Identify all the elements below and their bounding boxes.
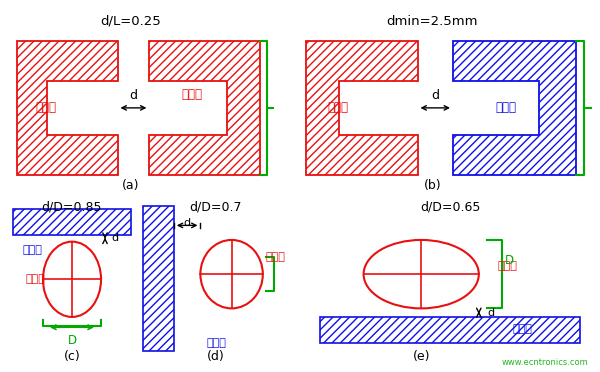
Text: d/D=0.65: d/D=0.65 — [420, 201, 480, 214]
Text: (b): (b) — [424, 179, 441, 192]
Bar — [320, 317, 580, 343]
Polygon shape — [453, 41, 577, 175]
Bar — [143, 206, 174, 351]
Polygon shape — [17, 41, 118, 175]
Text: d/D=0.7: d/D=0.7 — [190, 201, 242, 214]
Text: d: d — [487, 308, 494, 318]
Text: (d): (d) — [207, 350, 225, 363]
Text: d: d — [184, 218, 191, 228]
Text: 冷表面: 冷表面 — [512, 324, 532, 334]
Text: 热表面: 热表面 — [328, 102, 349, 114]
Circle shape — [200, 240, 263, 308]
Bar — [13, 209, 131, 235]
Text: 冷表面: 冷表面 — [496, 102, 516, 114]
Polygon shape — [306, 41, 418, 175]
Text: 冷表面: 冷表面 — [22, 245, 43, 255]
Text: d: d — [431, 89, 439, 102]
Text: 热表面: 热表面 — [265, 252, 285, 262]
Text: 热表面: 热表面 — [36, 102, 57, 114]
Text: 热表面: 热表面 — [181, 89, 202, 101]
Circle shape — [364, 240, 479, 308]
Text: (a): (a) — [122, 179, 140, 192]
Text: 冷表面: 冷表面 — [206, 338, 226, 347]
Text: d/D=0.85: d/D=0.85 — [42, 201, 102, 214]
Text: d: d — [112, 233, 119, 243]
Text: D: D — [505, 254, 514, 267]
Text: (c): (c) — [64, 350, 80, 363]
Text: 热表面: 热表面 — [25, 274, 45, 284]
Text: d/L=0.25: d/L=0.25 — [100, 15, 161, 28]
Text: (e): (e) — [412, 350, 430, 363]
Polygon shape — [149, 41, 260, 175]
Text: 热表面: 热表面 — [497, 261, 518, 270]
Text: d: d — [130, 89, 137, 102]
Text: www.ecntronics.com: www.ecntronics.com — [502, 357, 588, 366]
Circle shape — [43, 242, 101, 317]
Text: D: D — [67, 334, 77, 347]
Text: dmin=2.5mm: dmin=2.5mm — [386, 15, 478, 28]
